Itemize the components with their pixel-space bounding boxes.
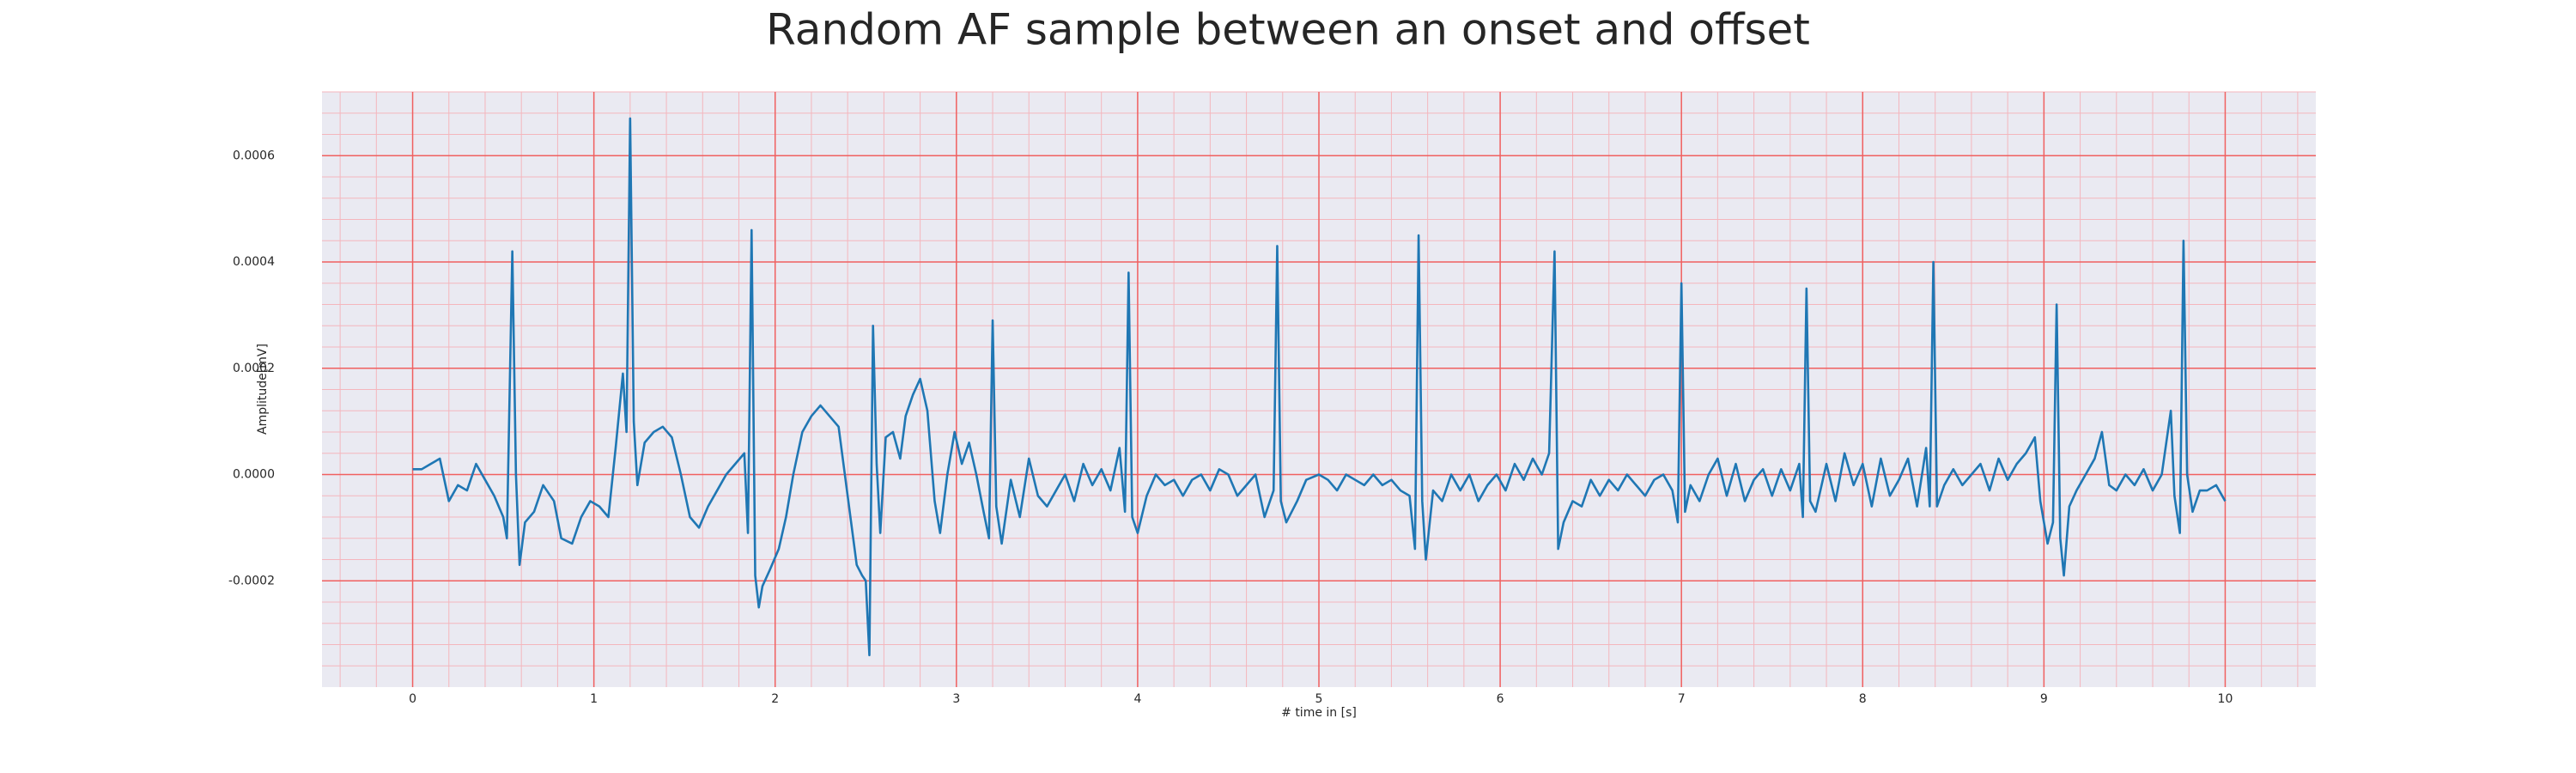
y-tick-label: 0.0006 [233,149,275,162]
x-tick-label: 1 [590,692,598,706]
x-tick-label: 2 [771,692,779,706]
x-tick-label: 6 [1497,692,1504,706]
y-tick-label: 0.0000 [233,468,275,482]
y-axis-label: Amplitude[mV] [256,344,270,435]
x-tick-label: 10 [2218,692,2233,706]
x-tick-label: 3 [952,692,960,706]
y-tick-label: 0.0004 [233,255,275,269]
x-tick-label: 4 [1133,692,1141,706]
x-axis-label: # time in [s] [1281,706,1357,720]
y-tick-label: -0.0002 [228,574,275,587]
x-tick-label: 9 [2040,692,2048,706]
y-tick-label: 0.0002 [233,362,275,375]
line-series [412,117,2227,657]
chart-title: Random AF sample between an onset and of… [766,5,1810,55]
x-tick-label: 7 [1678,692,1686,706]
x-tick-label: 5 [1315,692,1323,706]
x-tick-label: 0 [409,692,416,706]
x-tick-label: 8 [1859,692,1867,706]
